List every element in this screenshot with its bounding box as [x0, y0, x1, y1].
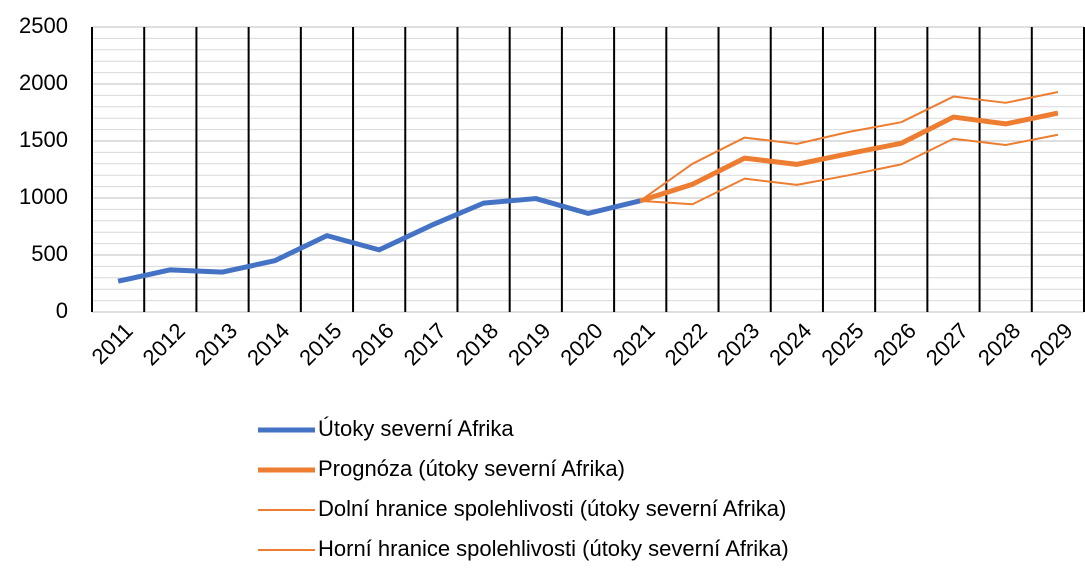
y-tick-label: 500	[31, 241, 68, 266]
x-tick-label: 2025	[816, 318, 868, 370]
y-tick-label: 2000	[19, 70, 68, 95]
x-tick-label: 2023	[712, 318, 764, 370]
x-tick-label: 2016	[347, 318, 399, 370]
legend-label: Prognóza (útoky severní Afrika)	[318, 456, 625, 481]
legend-label: Dolní hranice spolehlivosti (útoky sever…	[318, 496, 786, 521]
x-tick-label: 2018	[451, 318, 503, 370]
y-tick-label: 2500	[19, 13, 68, 38]
legend-label: Horní hranice spolehlivosti (útoky sever…	[318, 536, 789, 561]
x-tick-label: 2022	[660, 318, 712, 370]
x-tick-label: 2012	[138, 318, 190, 370]
series-line	[639, 91, 1059, 202]
series-line	[639, 110, 1059, 204]
x-tick-label: 2029	[1025, 318, 1077, 370]
x-tick-label: 2017	[399, 318, 451, 370]
y-tick-label: 0	[56, 298, 68, 323]
x-tick-label: 2028	[973, 318, 1025, 370]
y-tick-label: 1000	[19, 184, 68, 209]
x-tick-label: 2026	[869, 318, 921, 370]
x-tick-label: 2024	[764, 318, 816, 370]
x-tick-label: 2019	[503, 318, 555, 370]
x-tick-label: 2027	[921, 318, 973, 370]
x-tick-label: 2021	[608, 318, 660, 370]
y-tick-label: 1500	[19, 127, 68, 152]
x-tick-label: 2015	[294, 318, 346, 370]
x-tick-label: 2020	[555, 318, 607, 370]
x-tick-label: 2014	[242, 318, 294, 370]
x-tick-label: 2013	[190, 318, 242, 370]
x-tick-label: 2011	[87, 318, 138, 369]
series-line	[117, 196, 641, 284]
series-line	[640, 133, 1059, 206]
legend-label: Útoky severní Afrika	[318, 416, 514, 441]
